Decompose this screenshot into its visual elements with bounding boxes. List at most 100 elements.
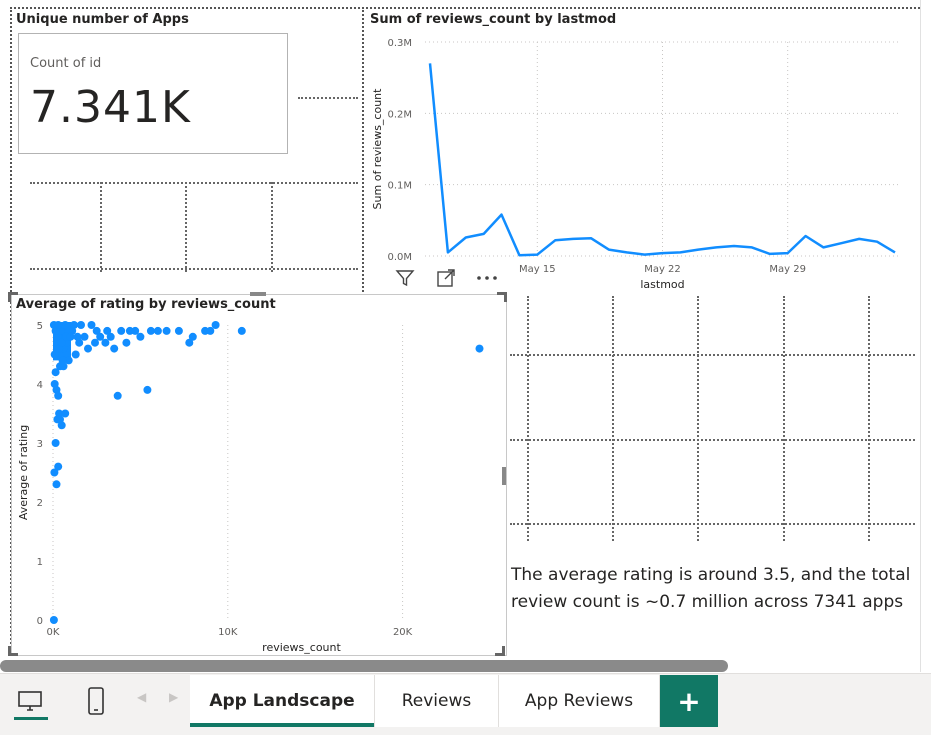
mobile-view-icon[interactable]	[76, 678, 116, 724]
card-visual-title: Unique number of Apps	[16, 12, 189, 27]
card-label: Count of id	[30, 56, 102, 71]
resize-handle-top-left[interactable]	[8, 292, 18, 302]
focus-mode-icon[interactable]	[434, 266, 458, 290]
resize-handle-top[interactable]	[250, 292, 266, 296]
scatter-point	[475, 344, 484, 353]
x-tick-label: May 22	[644, 264, 681, 275]
y-tick-label: 2	[37, 498, 43, 509]
scatter-chart[interactable]: 0 1 2 3 4 5 0K 10K 20K reviews_count Average of ra…	[12, 312, 506, 655]
scatter-point	[87, 321, 96, 329]
canvas-grid	[30, 182, 358, 184]
scatter-point	[103, 326, 112, 335]
scatter-point	[117, 326, 126, 335]
y-axis-label: Sum of reviews_count	[371, 88, 384, 210]
x-tick-label: 0K	[47, 627, 60, 638]
card-value: 7.341K	[30, 82, 191, 133]
y-tick-label: 0	[37, 616, 43, 627]
line-chart[interactable]: 0.0M 0.1M 0.2M 0.3M May 15 May 22 May 29 lastmo…	[365, 30, 920, 292]
scatter-point	[122, 338, 131, 347]
canvas-grid	[868, 296, 870, 541]
canvas-grid	[510, 439, 915, 441]
more-options-icon[interactable]	[474, 266, 500, 290]
scatter-point	[101, 338, 110, 347]
scatter-point	[58, 356, 67, 365]
canvas-grid	[298, 97, 358, 99]
add-page-button[interactable]: +	[660, 675, 718, 727]
vertical-scrollbar[interactable]	[920, 0, 921, 672]
scatter-point	[92, 326, 101, 335]
desktop-view-icon[interactable]	[10, 678, 50, 724]
y-tick-label: 3	[37, 439, 43, 450]
scatter-point	[162, 326, 171, 335]
resize-handle-bottom-left[interactable]	[8, 646, 18, 656]
scatter-point	[70, 321, 78, 329]
insight-text-box[interactable]: The average rating is around 3.5, and th…	[511, 565, 911, 612]
scatter-point	[80, 332, 89, 341]
canvas-grid	[100, 182, 102, 272]
resize-handle-bottom-right[interactable]	[495, 646, 505, 656]
scatter-point	[57, 421, 66, 430]
canvas-grid	[30, 268, 358, 270]
scatter-point	[211, 321, 220, 329]
canvas-grid	[510, 523, 915, 525]
scatter-point	[54, 462, 63, 471]
scatter-point	[153, 326, 162, 335]
scatter-point	[49, 616, 58, 624]
next-page-icon[interactable]: ▶	[169, 690, 179, 704]
resize-handle-top-right[interactable]	[497, 292, 507, 302]
scatter-point	[185, 338, 194, 347]
canvas-grid	[185, 182, 187, 272]
scatter-point	[61, 321, 70, 329]
scatter-point	[50, 468, 59, 477]
scatter-point	[237, 326, 246, 335]
kpi-card[interactable]: Count of id 7.341K	[18, 33, 288, 154]
scatter-point	[71, 350, 80, 359]
scatter-point	[50, 350, 59, 359]
resize-handle-right[interactable]	[502, 467, 506, 485]
scatter-chart-title: Average of rating by reviews_count	[16, 297, 276, 312]
filter-icon[interactable]	[393, 266, 417, 290]
tab-reviews[interactable]: Reviews	[375, 675, 499, 727]
canvas-grid	[697, 296, 699, 541]
canvas-grid	[612, 296, 614, 541]
scatter-point	[65, 326, 74, 335]
tab-app-reviews[interactable]: App Reviews	[499, 675, 660, 727]
y-tick-label: 4	[37, 380, 43, 391]
scatter-point	[143, 385, 152, 394]
previous-page-icon[interactable]: ◀	[137, 690, 147, 704]
y-tick-label: 1	[37, 557, 43, 568]
scatter-point	[174, 326, 183, 335]
x-tick-label: May 29	[769, 264, 806, 275]
scatter-point	[110, 344, 119, 353]
canvas-top-border	[10, 7, 920, 9]
scatter-point	[136, 332, 145, 341]
scatter-point	[113, 391, 122, 400]
scatter-point	[106, 332, 115, 341]
scatter-point	[64, 356, 73, 365]
y-tick-label: 5	[37, 321, 43, 332]
scatter-point	[131, 326, 140, 335]
y-tick-label: 0.1M	[387, 181, 412, 192]
visual-divider	[362, 7, 364, 292]
y-tick-label: 0.0M	[387, 252, 412, 263]
canvas-grid	[271, 182, 273, 272]
scatter-point	[96, 332, 105, 341]
desktop-view-underline	[14, 717, 48, 720]
scatter-point	[84, 344, 92, 353]
tab-app-landscape[interactable]: App Landscape	[190, 675, 375, 727]
scatter-point	[61, 409, 70, 418]
horizontal-scrollbar[interactable]	[0, 660, 728, 672]
scatter-point	[206, 326, 215, 335]
scatter-point	[54, 321, 63, 329]
line-chart-title: Sum of reviews_count by lastmod	[370, 12, 617, 27]
scatter-point	[66, 332, 75, 341]
scatter-visual-frame[interactable]	[11, 294, 507, 656]
x-tick-label: 20K	[393, 627, 413, 638]
scatter-point	[188, 332, 197, 341]
scatter-point	[91, 338, 99, 347]
series-line	[428, 63, 896, 257]
scatter-point	[50, 380, 59, 388]
scatter-point	[77, 321, 85, 329]
scatter-point	[59, 362, 68, 371]
